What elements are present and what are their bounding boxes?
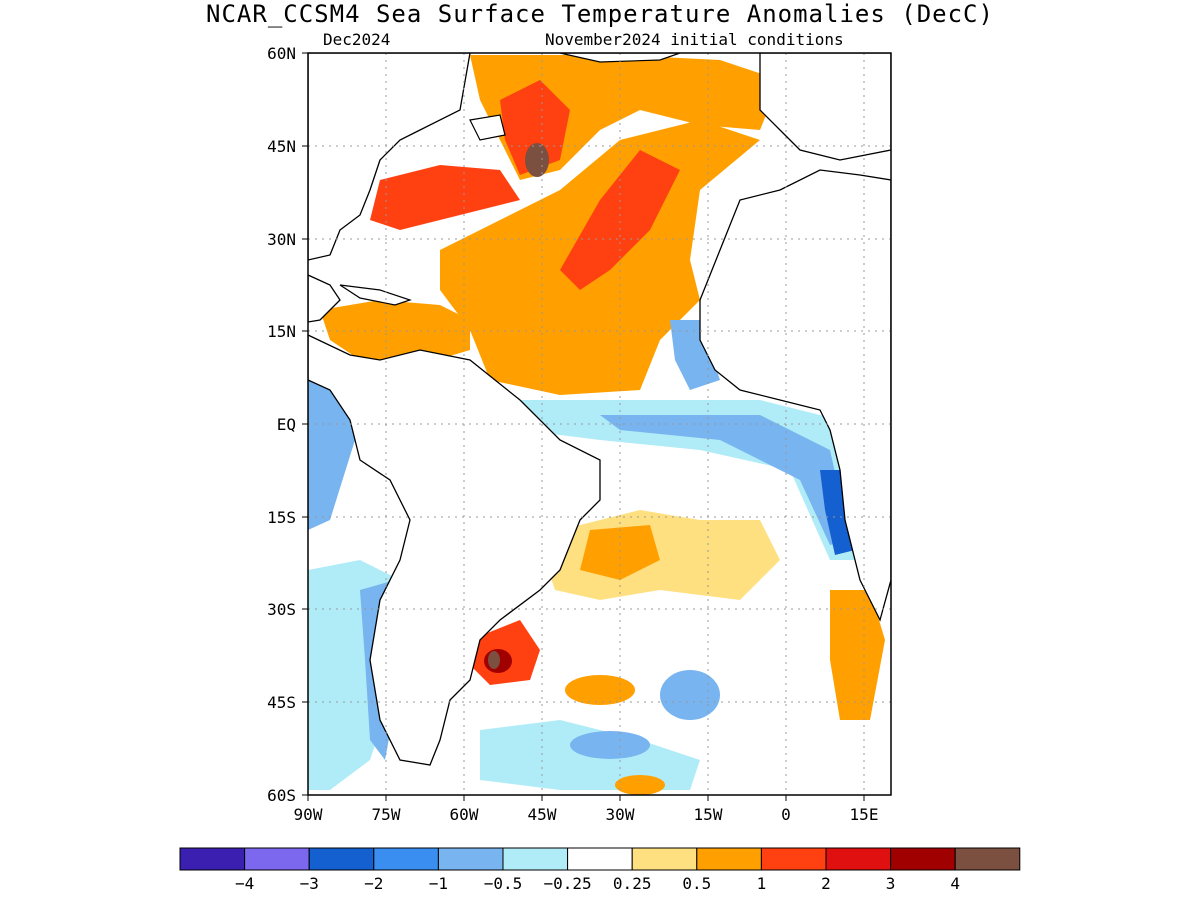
lon-label: 60W: [450, 805, 479, 824]
colorbar-swatch: [502, 847, 569, 871]
anomaly-gulf-stream-warm: [370, 165, 520, 230]
anomaly-labrador-warm: [500, 80, 570, 175]
lon-label: 15W: [694, 805, 723, 824]
europe-land: [759, 53, 891, 161]
anomaly-east-pacific-cool: [308, 380, 355, 530]
newfoundland-island: [469, 114, 506, 141]
lon-label: 90W: [294, 805, 323, 824]
south-america-land: [308, 334, 601, 766]
anomaly-south-central-warm: [565, 675, 635, 705]
colorbar-label: −2: [364, 874, 383, 893]
colorbar-label: 0.5: [682, 874, 711, 893]
north-america-land: [308, 53, 471, 261]
colorbar-label: −4: [235, 874, 254, 893]
lat-label: 15S: [267, 508, 296, 527]
lat-label: 60S: [267, 786, 296, 805]
colorbar-swatch: [696, 847, 762, 871]
colorbar-swatch: [954, 847, 1021, 871]
colorbar-swatch: [631, 847, 698, 871]
colorbar-swatch: [308, 847, 375, 871]
lon-label: 0: [781, 805, 791, 824]
longitude-labels: 90W 75W 60W 45W 30W 15W 0 15E: [294, 805, 879, 824]
anomaly-central-atlantic-warm: [560, 150, 680, 290]
axis-ticks: [302, 52, 865, 801]
lon-label: 15E: [850, 805, 879, 824]
lat-label: 15N: [267, 322, 296, 341]
colorbar-label: 2: [821, 874, 831, 893]
lat-label: 45S: [267, 693, 296, 712]
colorbar-swatch: [437, 847, 504, 871]
colorbar-swatch: [244, 847, 310, 871]
anomaly-newfoundland-max: [525, 143, 549, 177]
colorbar-swatch: [373, 847, 439, 871]
colorbar-label: −0.25: [544, 874, 592, 893]
colorbar-label: −1: [429, 874, 448, 893]
lat-label: 45N: [267, 137, 296, 156]
anomaly-equatorial-cool-core: [600, 415, 850, 545]
sst-anomaly-field: [308, 53, 891, 795]
graticule: [308, 53, 891, 795]
colorbar-swatch: [567, 847, 633, 871]
forecast-month: Dec2024: [323, 30, 391, 49]
anomaly-south-atlantic-warm-core: [580, 525, 660, 580]
colorbar-label: 1: [757, 874, 767, 893]
initial-conditions-label: November2024 initial conditions: [545, 30, 844, 49]
lat-label: EQ: [277, 415, 296, 434]
colorbar-swatch: [179, 847, 246, 871]
greenland-land: [559, 53, 681, 63]
central-america-land: [308, 274, 341, 323]
lat-label: 60N: [267, 44, 296, 63]
colorbar-label: 0.25: [613, 874, 652, 893]
anomaly-canary-cool: [670, 320, 720, 390]
colorbar-label: −0.5: [484, 874, 523, 893]
colorbar-label: 4: [950, 874, 960, 893]
africa-land: [699, 169, 891, 622]
lon-label: 30W: [606, 805, 635, 824]
colorbar-label: 3: [886, 874, 896, 893]
anomaly-brazil-malvinas-peak: [488, 651, 500, 669]
colorbar: −4 −3 −2 −1 −0.5 −0.25 0.25 0.5 1 2 3 4: [179, 847, 1021, 893]
colorbar-label: −3: [300, 874, 319, 893]
lat-label: 30S: [267, 600, 296, 619]
colorbar-swatch: [825, 847, 892, 871]
anomaly-caribbean-warm: [320, 300, 470, 365]
land-masses: [308, 53, 891, 766]
anomaly-far-south-warm: [615, 775, 665, 795]
colorbar-swatch: [760, 847, 827, 871]
colorbar-swatch: [890, 847, 956, 871]
map-title: NCAR_CCSM4 Sea Surface Temperature Anoma…: [206, 0, 994, 28]
lat-label: 30N: [267, 230, 296, 249]
latitude-labels: 60N 45N 30N 15N EQ 15S 30S 45S 60S: [267, 44, 296, 805]
lon-label: 75W: [372, 805, 401, 824]
lon-label: 45W: [528, 805, 557, 824]
anomaly-angola-warm: [830, 590, 885, 720]
cuba-island: [339, 284, 412, 306]
anomaly-south-central-cool: [660, 670, 720, 720]
anomaly-southern-ocean-cool-core: [570, 731, 650, 759]
